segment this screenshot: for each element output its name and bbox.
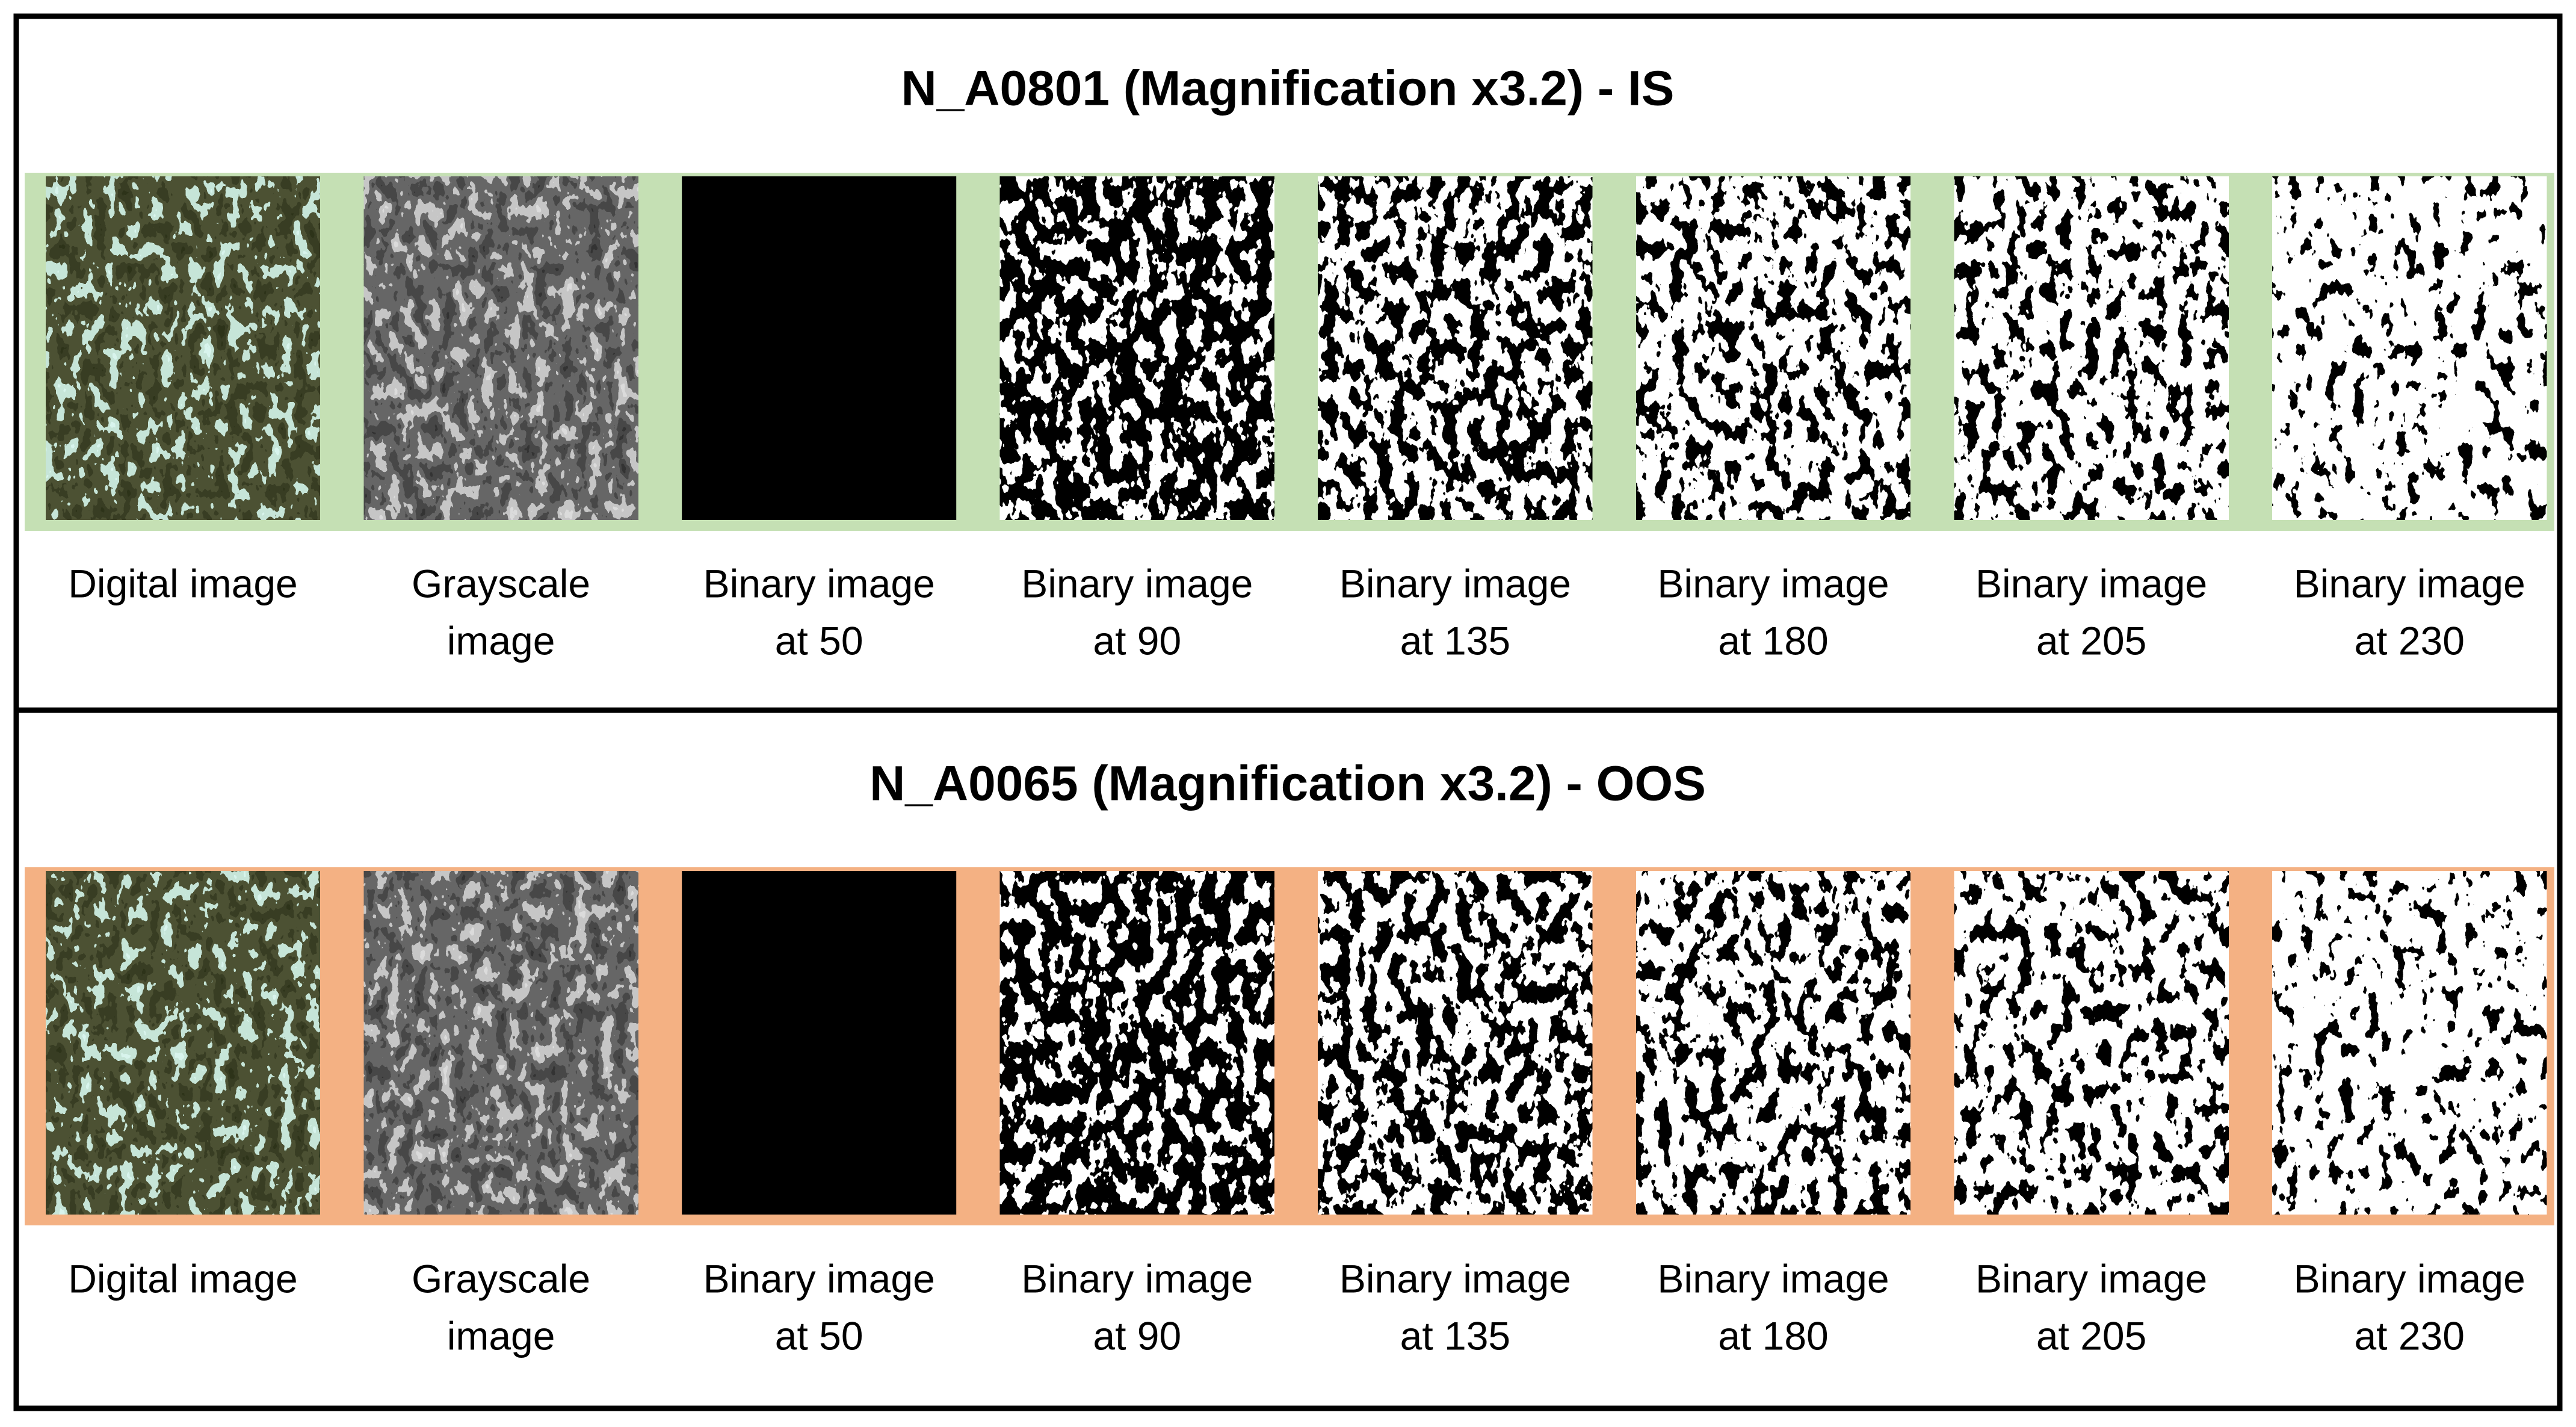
image-caption: Binary image: [1339, 1256, 1571, 1301]
image-binary: [1318, 871, 1593, 1215]
image-caption: Binary image: [1339, 561, 1571, 605]
image-caption: at 135: [1400, 1313, 1511, 1358]
image-digital: [46, 871, 320, 1215]
image-binary: [999, 176, 1274, 520]
image-binary: [2272, 176, 2547, 520]
image-caption: Grayscale: [412, 561, 590, 605]
image-caption: at 180: [1718, 1313, 1829, 1358]
image-caption: Binary image: [1657, 1256, 1889, 1301]
image-digital: [46, 176, 320, 520]
image-binary: [1636, 176, 1910, 520]
image-grayscale: [363, 176, 638, 520]
image-grayscale: [363, 871, 638, 1215]
image-binary: [2272, 871, 2547, 1215]
image-caption: at 50: [775, 618, 863, 663]
panel-title: N_A0801 (Magnification x3.2) - IS: [901, 61, 1674, 116]
image-binary: [682, 871, 957, 1215]
image-caption: image: [447, 1313, 555, 1358]
image-caption: Digital image: [68, 1256, 298, 1301]
image-caption: Grayscale: [412, 1256, 590, 1301]
image-caption: at 90: [1093, 1313, 1181, 1358]
panel-title: N_A0065 (Magnification x3.2) - OOS: [869, 757, 1706, 811]
image-caption: Binary image: [2294, 1256, 2525, 1301]
image-caption: at 90: [1093, 618, 1181, 663]
image-caption: at 205: [2036, 1313, 2147, 1358]
image-caption: at 50: [775, 1313, 863, 1358]
image-binary: [999, 871, 1274, 1215]
image-caption: Binary image: [2294, 561, 2525, 605]
image-caption: at 135: [1400, 618, 1511, 663]
image-caption: at 230: [2354, 618, 2465, 663]
image-binary: [1318, 176, 1593, 520]
image-caption: Binary image: [703, 561, 935, 605]
image-caption: at 205: [2036, 618, 2147, 663]
image-caption: Binary image: [1657, 561, 1889, 605]
image-caption: Digital image: [68, 561, 298, 605]
image-binary: [1954, 176, 2229, 520]
image-caption: at 230: [2354, 1313, 2465, 1358]
image-caption: image: [447, 618, 555, 663]
image-caption: Binary image: [1021, 561, 1253, 605]
image-caption: at 180: [1718, 618, 1829, 663]
image-caption: Binary image: [1975, 1256, 2207, 1301]
image-binary: [1636, 871, 1910, 1215]
image-binary: [1954, 871, 2229, 1215]
image-caption: Binary image: [703, 1256, 935, 1301]
image-caption: Binary image: [1021, 1256, 1253, 1301]
image-binary: [682, 176, 957, 520]
image-caption: Binary image: [1975, 561, 2207, 605]
